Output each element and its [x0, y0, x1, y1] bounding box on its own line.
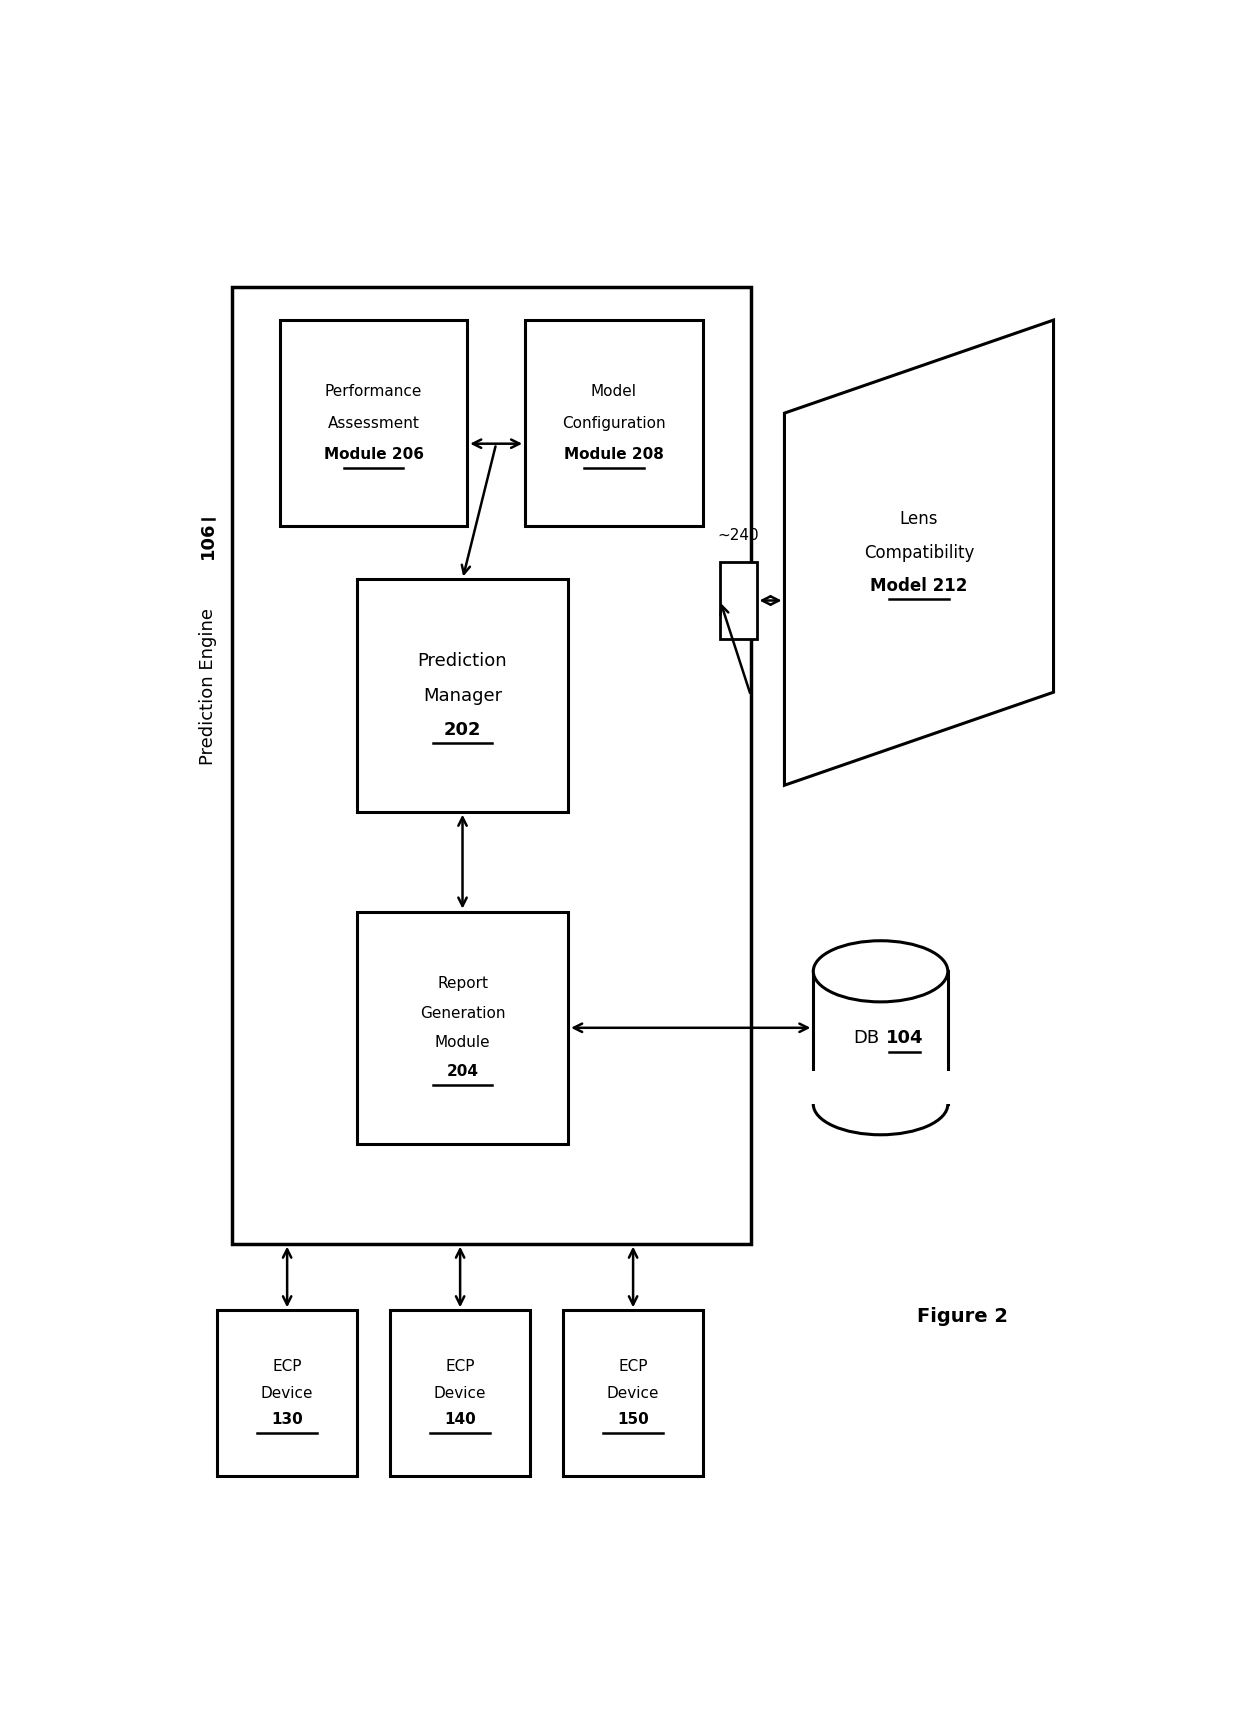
- Bar: [217, 1310, 357, 1476]
- Text: 130: 130: [272, 1412, 303, 1427]
- Text: Module: Module: [435, 1036, 490, 1049]
- Bar: [280, 319, 467, 526]
- Ellipse shape: [813, 941, 947, 1001]
- Text: Configuration: Configuration: [562, 416, 666, 430]
- Text: Prediction: Prediction: [418, 652, 507, 670]
- Bar: [813, 972, 947, 1105]
- Text: Module 208: Module 208: [564, 447, 663, 463]
- Text: Model 212: Model 212: [870, 576, 967, 595]
- Text: Manager: Manager: [423, 687, 502, 704]
- Bar: [563, 1310, 703, 1476]
- Bar: [232, 287, 751, 1244]
- Text: 204: 204: [446, 1065, 479, 1079]
- Text: ECP: ECP: [273, 1358, 301, 1374]
- Text: ~240: ~240: [718, 528, 759, 544]
- Bar: [525, 319, 703, 526]
- Text: 106: 106: [198, 521, 217, 559]
- Text: ECP: ECP: [619, 1358, 647, 1374]
- Text: Lens: Lens: [900, 511, 939, 528]
- Text: Device: Device: [606, 1386, 660, 1402]
- Text: Generation: Generation: [420, 1006, 505, 1020]
- Text: Device: Device: [260, 1386, 314, 1402]
- Text: ECP: ECP: [445, 1358, 475, 1374]
- Text: Device: Device: [434, 1386, 486, 1402]
- Text: Model: Model: [591, 383, 637, 399]
- Text: 140: 140: [444, 1412, 476, 1427]
- Polygon shape: [785, 319, 1054, 785]
- Text: Assessment: Assessment: [327, 416, 419, 430]
- Text: Module 206: Module 206: [324, 447, 424, 463]
- Text: 202: 202: [444, 721, 481, 739]
- Bar: [720, 563, 756, 639]
- Text: 150: 150: [618, 1412, 649, 1427]
- Bar: [811, 1070, 951, 1105]
- Text: Compatibility: Compatibility: [864, 544, 975, 561]
- Text: Performance: Performance: [325, 383, 423, 399]
- Text: Figure 2: Figure 2: [916, 1307, 1008, 1326]
- Bar: [391, 1310, 529, 1476]
- Bar: [357, 911, 568, 1144]
- Text: 104: 104: [885, 1029, 924, 1046]
- Text: DB: DB: [853, 1029, 879, 1046]
- Text: Report: Report: [436, 977, 489, 991]
- Text: Prediction Engine: Prediction Engine: [198, 602, 217, 765]
- Bar: [357, 580, 568, 811]
- Ellipse shape: [813, 1074, 947, 1134]
